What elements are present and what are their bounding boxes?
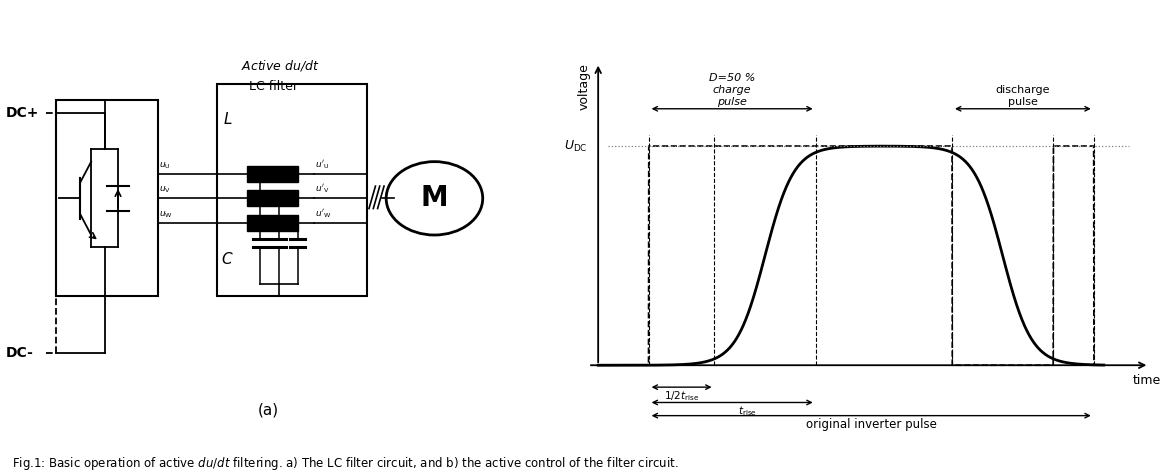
LC filter output voltage (823, 146, 837, 151)
Text: $u_\mathrm{W}$: $u_\mathrm{W}$ (160, 210, 173, 220)
Inverter output voltage (990, 363, 1004, 368)
Inverter output voltage (824, 143, 838, 149)
Bar (217, 84, 367, 296)
Text: $u_\mathrm{V}$: $u_\mathrm{V}$ (160, 185, 171, 195)
Text: $u'_\mathrm{V}$: $u'_\mathrm{V}$ (315, 183, 329, 195)
Text: discharge
pulse: discharge pulse (996, 85, 1051, 107)
Text: $C$: $C$ (222, 252, 233, 267)
LC filter output voltage (1082, 362, 1096, 367)
LC filter output voltage (591, 363, 605, 368)
Inverter output voltage (1082, 143, 1096, 149)
Text: DC-: DC- (6, 346, 34, 360)
Text: $L$: $L$ (223, 111, 232, 127)
Text: voltage: voltage (577, 63, 591, 109)
LC filter output voltage (617, 362, 631, 368)
Text: $u'_\mathrm{U}$: $u'_\mathrm{U}$ (315, 158, 329, 171)
LC filter output voltage (1097, 362, 1111, 368)
Text: Fig.1: Basic operation of active $du/dt$ filtering. a) The LC filter circuit, an: Fig.1: Basic operation of active $du/dt$… (12, 455, 679, 472)
Text: $t_{\rm rise}$: $t_{\rm rise}$ (738, 405, 757, 419)
LC filter output voltage (990, 230, 1004, 236)
Inverter output voltage (1082, 143, 1096, 149)
Inverter output voltage (1097, 363, 1111, 368)
Text: $u'_\mathrm{W}$: $u'_\mathrm{W}$ (315, 208, 331, 220)
Text: DC+: DC+ (6, 106, 38, 120)
Text: LC filter: LC filter (250, 80, 298, 93)
Text: $u_\mathrm{U}$: $u_\mathrm{U}$ (160, 161, 171, 171)
Inverter output voltage (617, 363, 631, 368)
Text: D=50 %
charge
pulse: D=50 % charge pulse (709, 73, 756, 107)
Text: time: time (1132, 374, 1161, 387)
LC filter output voltage (1082, 362, 1096, 367)
Text: M: M (421, 184, 448, 212)
Line: LC filter output voltage: LC filter output voltage (598, 146, 1104, 365)
Text: $U_{\rm DC}$: $U_{\rm DC}$ (563, 138, 586, 154)
Text: original inverter pulse: original inverter pulse (806, 418, 936, 431)
Bar (247, 215, 297, 231)
Inverter output voltage (837, 143, 851, 149)
Text: Active d$u$/d$t$: Active d$u$/d$t$ (241, 58, 321, 73)
Bar (56, 100, 159, 296)
Bar (247, 166, 297, 182)
Inverter output voltage (641, 143, 655, 149)
Inverter output voltage (591, 363, 605, 368)
Text: (a): (a) (258, 403, 279, 418)
Bar (247, 190, 297, 207)
Line: Inverter output voltage: Inverter output voltage (598, 146, 1104, 365)
LC filter output voltage (837, 144, 851, 150)
Text: $1/2t_{\rm rise}$: $1/2t_{\rm rise}$ (663, 389, 700, 403)
LC filter output voltage (877, 143, 891, 149)
